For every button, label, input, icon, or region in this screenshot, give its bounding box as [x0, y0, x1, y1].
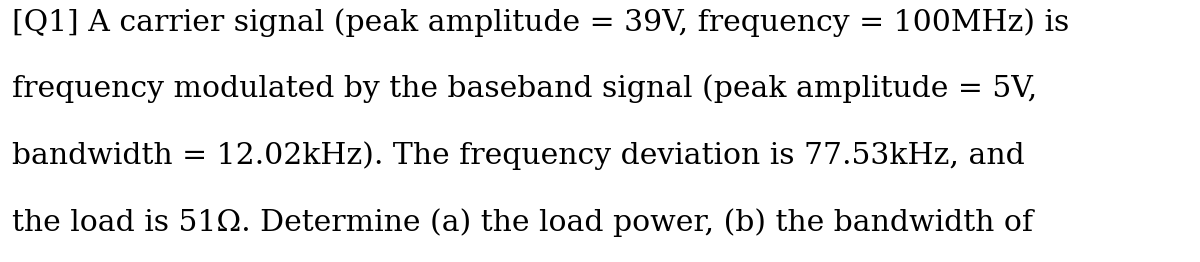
Text: bandwidth = 12.02kHz). The frequency deviation is 77.53kHz, and: bandwidth = 12.02kHz). The frequency dev… — [12, 141, 1025, 170]
Text: frequency modulated by the baseband signal (peak amplitude = 5V,: frequency modulated by the baseband sign… — [12, 74, 1037, 103]
Text: the load is 51Ω. Determine (a) the load power, (b) the bandwidth of: the load is 51Ω. Determine (a) the load … — [12, 208, 1033, 237]
Text: [Q1] A carrier signal (peak amplitude = 39V, frequency = 100MHz) is: [Q1] A carrier signal (peak amplitude = … — [12, 8, 1069, 37]
